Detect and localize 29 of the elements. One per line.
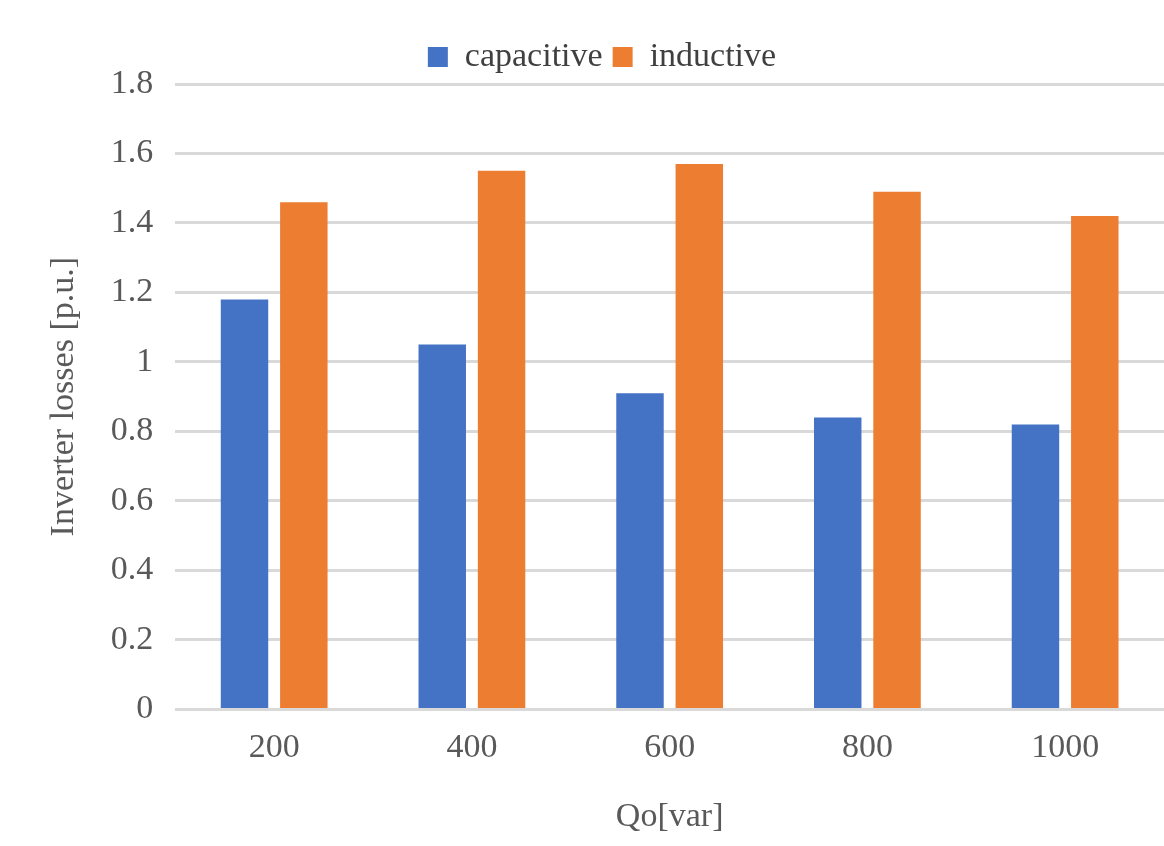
bar <box>220 299 269 708</box>
x-tick-label: 200 <box>248 726 300 764</box>
y-tick-label: 1.6 <box>110 132 154 170</box>
y-tick-label: 1.2 <box>110 271 154 309</box>
bar <box>280 202 328 708</box>
bar <box>675 163 724 708</box>
x-tick-label: 600 <box>644 726 696 764</box>
y-tick-label: 0 <box>136 688 154 726</box>
bar <box>814 417 862 708</box>
y-tick-label: 0.4 <box>110 549 154 587</box>
y-tick-label: 0.6 <box>110 479 154 517</box>
bar <box>616 393 664 708</box>
y-tick-label: 0.8 <box>110 410 154 448</box>
x-tick-label: 800 <box>841 726 893 764</box>
legend-label: inductive <box>649 35 777 73</box>
y-tick-label: 1.4 <box>110 201 154 239</box>
bar <box>1071 216 1119 708</box>
bar <box>418 344 466 708</box>
bar <box>477 170 526 708</box>
legend-label: capacitive <box>464 35 603 73</box>
y-axis-title: Inverter losses [p.u.] <box>43 256 81 537</box>
x-tick-label: 1000 <box>1031 726 1100 764</box>
y-tick-label: 1 <box>136 340 154 378</box>
bar <box>873 191 921 708</box>
x-tick-label: 400 <box>446 726 498 764</box>
y-tick-label: 0.2 <box>110 618 154 656</box>
y-tick-label: 1.8 <box>110 62 154 100</box>
bar <box>1011 424 1060 708</box>
x-axis-title: Qo[var] <box>615 795 724 833</box>
